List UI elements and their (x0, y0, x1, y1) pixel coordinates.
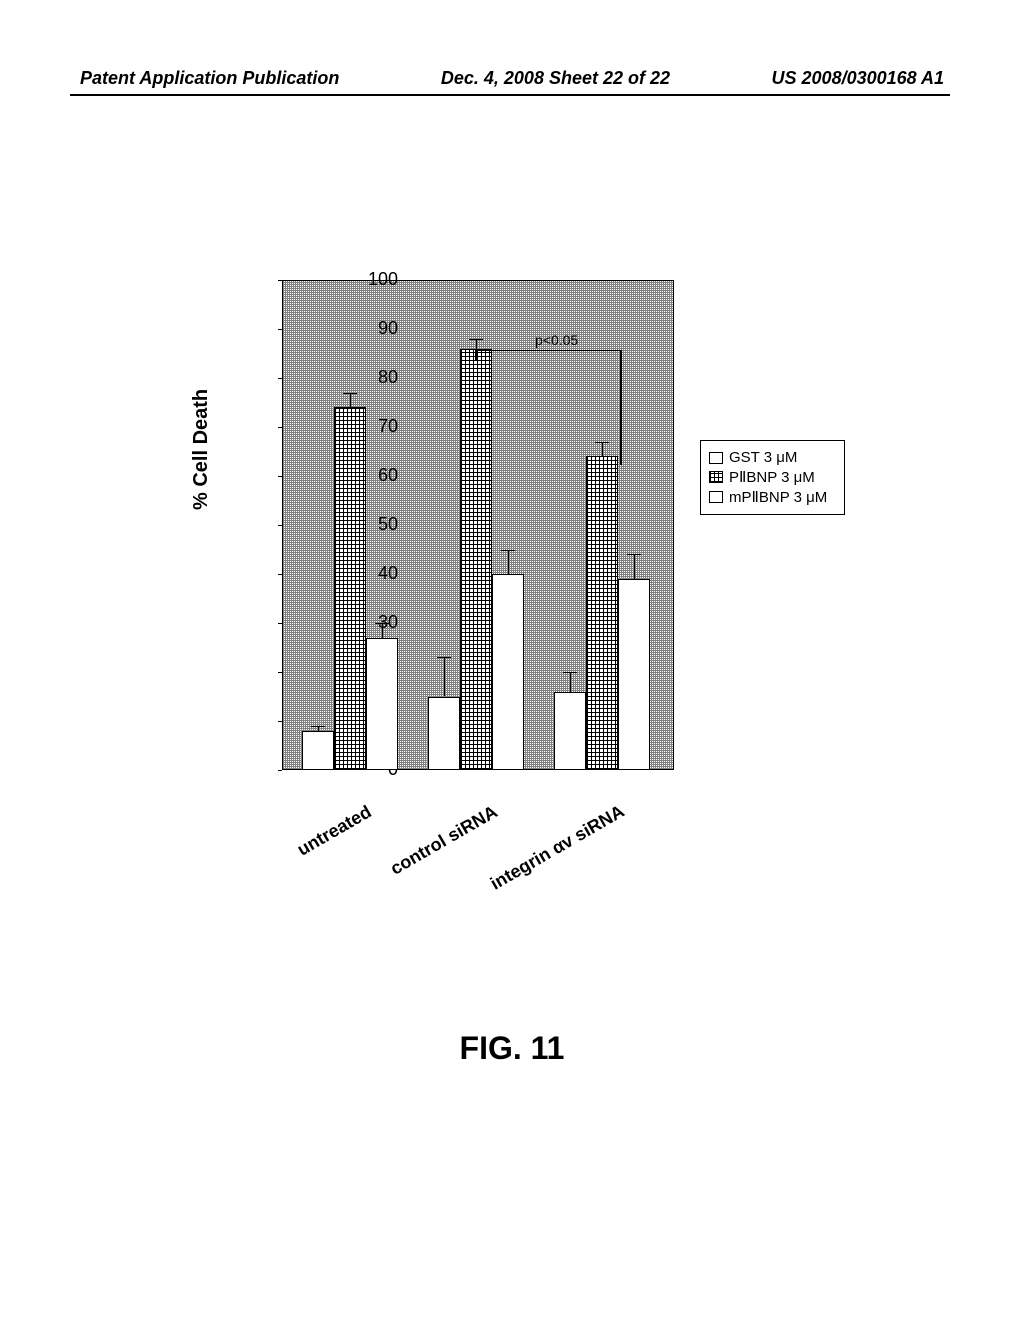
y-tick (278, 329, 282, 330)
error-cap (627, 554, 641, 555)
header-divider (70, 94, 950, 96)
y-tick (278, 770, 282, 771)
p-value-text: p<0.05 (535, 332, 578, 348)
bar (492, 574, 524, 770)
bar (554, 692, 586, 770)
error-bar (476, 339, 477, 349)
error-cap (375, 623, 389, 624)
legend-label: mPⅡBNP 3 μM (729, 488, 827, 506)
legend-swatch-mpiibnp (709, 491, 723, 503)
x-axis-label: control siRNA (361, 801, 501, 894)
y-tick (278, 574, 282, 575)
legend-swatch-gst (709, 452, 723, 464)
legend-item: mPⅡBNP 3 μM (709, 488, 836, 506)
bar (618, 579, 650, 770)
legend-label: GST 3 μM (729, 449, 797, 466)
bar (366, 638, 398, 770)
bar (460, 349, 492, 770)
legend-item: PⅡBNP 3 μM (709, 468, 836, 486)
error-bar (350, 393, 351, 408)
figure-caption: FIG. 11 (0, 1030, 1024, 1067)
error-bar (508, 550, 509, 575)
error-cap (343, 393, 357, 394)
y-tick (278, 378, 282, 379)
error-cap (469, 339, 483, 340)
x-axis-label: integrin αv siRNA (487, 801, 627, 894)
y-tick-label: 100 (348, 269, 398, 290)
header-center: Dec. 4, 2008 Sheet 22 of 22 (441, 68, 670, 89)
p-value-bracket (475, 350, 620, 351)
p-value-bracket-left (475, 350, 477, 360)
p-value-bracket-right (620, 350, 622, 465)
y-tick (278, 476, 282, 477)
error-cap (595, 442, 609, 443)
y-tick-label: 90 (348, 318, 398, 339)
x-axis-label: untreated (235, 801, 375, 894)
error-cap (437, 657, 451, 658)
error-bar (602, 442, 603, 457)
y-tick-label: 80 (348, 367, 398, 388)
error-bar (444, 657, 445, 696)
y-tick (278, 525, 282, 526)
y-tick (278, 721, 282, 722)
bar (586, 456, 618, 770)
y-tick (278, 427, 282, 428)
error-cap (501, 550, 515, 551)
y-tick (278, 672, 282, 673)
bar (302, 731, 334, 770)
error-bar (382, 623, 383, 638)
bar (334, 407, 366, 770)
y-tick (278, 280, 282, 281)
header-right: US 2008/0300168 A1 (772, 68, 944, 89)
y-axis-label: % Cell Death (190, 389, 213, 510)
error-cap (311, 726, 325, 727)
error-bar (570, 672, 571, 692)
y-tick (278, 623, 282, 624)
error-bar (634, 554, 635, 579)
bar-chart: % Cell Death 0102030405060708090100 untr… (200, 280, 800, 880)
legend-swatch-piibnp (709, 471, 723, 483)
error-cap (563, 672, 577, 673)
header-left: Patent Application Publication (80, 68, 339, 89)
bar (428, 697, 460, 771)
legend: GST 3 μM PⅡBNP 3 μM mPⅡBNP 3 μM (700, 440, 845, 515)
legend-label: PⅡBNP 3 μM (729, 468, 815, 486)
legend-item: GST 3 μM (709, 449, 836, 466)
